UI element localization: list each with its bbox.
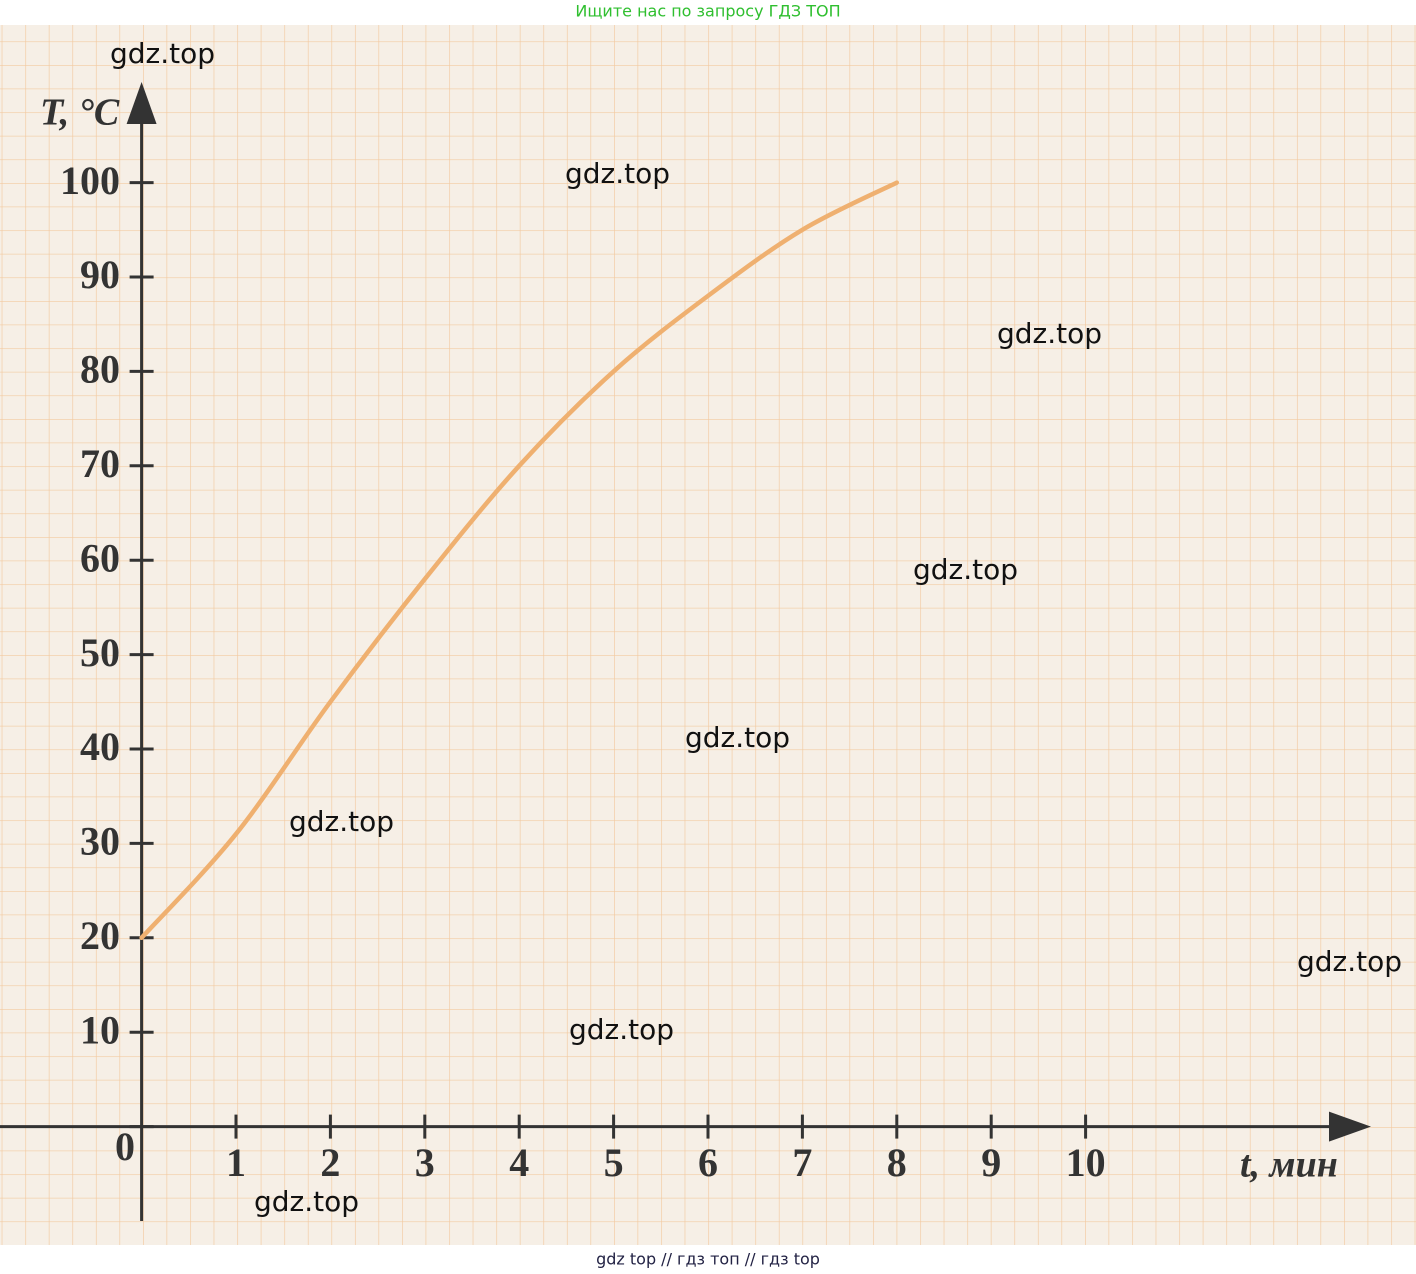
watermarks: gdz.top gdz.top gdz.top gdz.top gdz.top gdz.t…	[110, 37, 1402, 1218]
y-tick-label: 60	[80, 535, 120, 580]
footer: gdz top // гдз топ // гдз top	[596, 1250, 820, 1269]
x-tick-label: 5	[604, 1140, 624, 1185]
watermark: gdz.top	[685, 721, 790, 754]
watermark: gdz.top	[565, 157, 670, 190]
watermark: gdz.top	[997, 317, 1102, 350]
y-tick-label: 20	[80, 913, 120, 958]
grid-paper	[0, 25, 1416, 1245]
x-tick-label: 3	[415, 1140, 435, 1185]
x-tick-label: 9	[981, 1140, 1001, 1185]
y-tick-label: 50	[80, 630, 120, 675]
watermark: gdz.top	[254, 1185, 359, 1218]
y-axis-label: T, °C	[40, 92, 120, 134]
y-tick-label: 90	[80, 252, 120, 297]
y-tick-label: 0	[115, 1124, 135, 1169]
x-tick-label: 2	[320, 1140, 340, 1185]
y-tick-label: 80	[80, 347, 120, 392]
x-tick-label: 6	[698, 1140, 718, 1185]
y-tick-label: 10	[80, 1007, 120, 1052]
watermark: gdz.top	[913, 553, 1018, 586]
watermark: gdz.top	[1297, 945, 1402, 978]
watermark: gdz.top	[569, 1013, 674, 1046]
x-tick-label: 1	[226, 1140, 246, 1185]
curve	[139, 180, 900, 941]
y-tick-label: 30	[80, 819, 120, 864]
x-axis-label: t, мин	[1240, 1144, 1338, 1186]
y-tick-label: 40	[80, 724, 120, 769]
watermark: gdz.top	[289, 805, 394, 838]
header: Ищите нас по запросу ГДЗ ТОП	[575, 2, 840, 21]
y-tick-label: 70	[80, 441, 120, 486]
x-tick-label: 4	[509, 1140, 529, 1185]
watermark: gdz.top	[110, 37, 215, 70]
x-tick-label: 7	[792, 1140, 812, 1185]
y-tick-label: 100	[60, 158, 120, 203]
x-tick-label: 10	[1066, 1140, 1106, 1185]
x-tick-label: 8	[887, 1140, 907, 1185]
